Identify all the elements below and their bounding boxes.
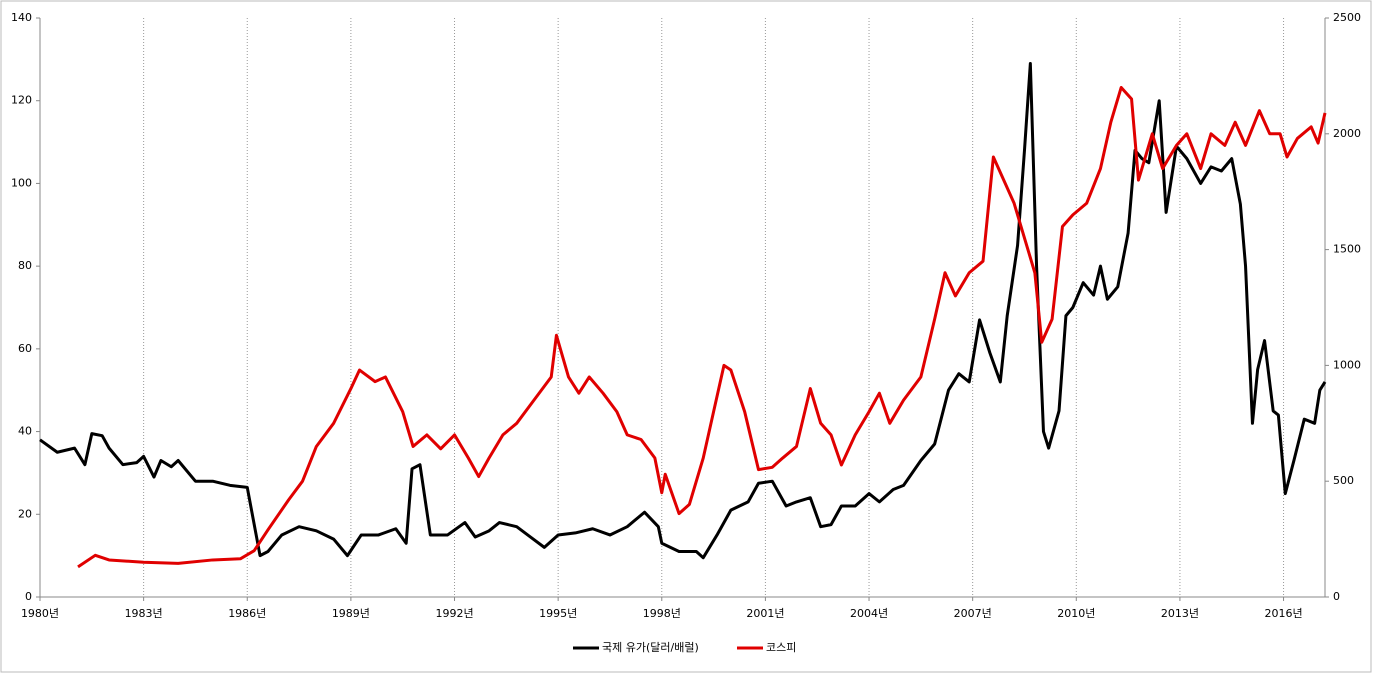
y2-tick-label: 1000 xyxy=(1333,358,1361,371)
series-line xyxy=(39,61,1327,560)
y2-tick-label: 2500 xyxy=(1333,11,1361,24)
legend-label: 국제 유가(달러/배럴) xyxy=(602,641,699,654)
x-tick-label: 1992년 xyxy=(435,607,473,620)
x-tick-label: 1986년 xyxy=(228,607,266,620)
series-line xyxy=(77,85,1327,569)
y-tick-label: 140 xyxy=(11,11,32,24)
y2-tick-label: 0 xyxy=(1333,590,1340,603)
legend-item: 코스피 xyxy=(737,641,796,654)
x-tick-label: 1989년 xyxy=(332,607,370,620)
x-tick-label: 2001년 xyxy=(746,607,784,620)
y-tick-label: 20 xyxy=(18,507,32,520)
y-tick-label: 60 xyxy=(18,342,32,355)
y-tick-label: 0 xyxy=(25,590,32,603)
x-tick-label: 2004년 xyxy=(850,607,888,620)
x-tick-label: 1983년 xyxy=(125,607,163,620)
x-tick-label: 1995년 xyxy=(539,607,577,620)
y2-tick-label: 2000 xyxy=(1333,127,1361,140)
y-tick-label: 100 xyxy=(11,176,32,189)
y-tick-label: 120 xyxy=(11,94,32,107)
x-tick-label: 2007년 xyxy=(954,607,992,620)
y-tick-label: 80 xyxy=(18,259,32,272)
legend-label: 코스피 xyxy=(766,641,796,654)
y2-tick-label: 500 xyxy=(1333,474,1354,487)
x-tick-label: 1980년 xyxy=(21,607,59,620)
x-tick-label: 2013년 xyxy=(1161,607,1199,620)
x-tick-label: 2016년 xyxy=(1264,607,1302,620)
y-tick-label: 40 xyxy=(18,425,32,438)
y2-tick-label: 1500 xyxy=(1333,243,1361,256)
legend-item: 국제 유가(달러/배럴) xyxy=(573,641,699,654)
x-tick-label: 2010년 xyxy=(1057,607,1095,620)
x-tick-label: 1998년 xyxy=(643,607,681,620)
